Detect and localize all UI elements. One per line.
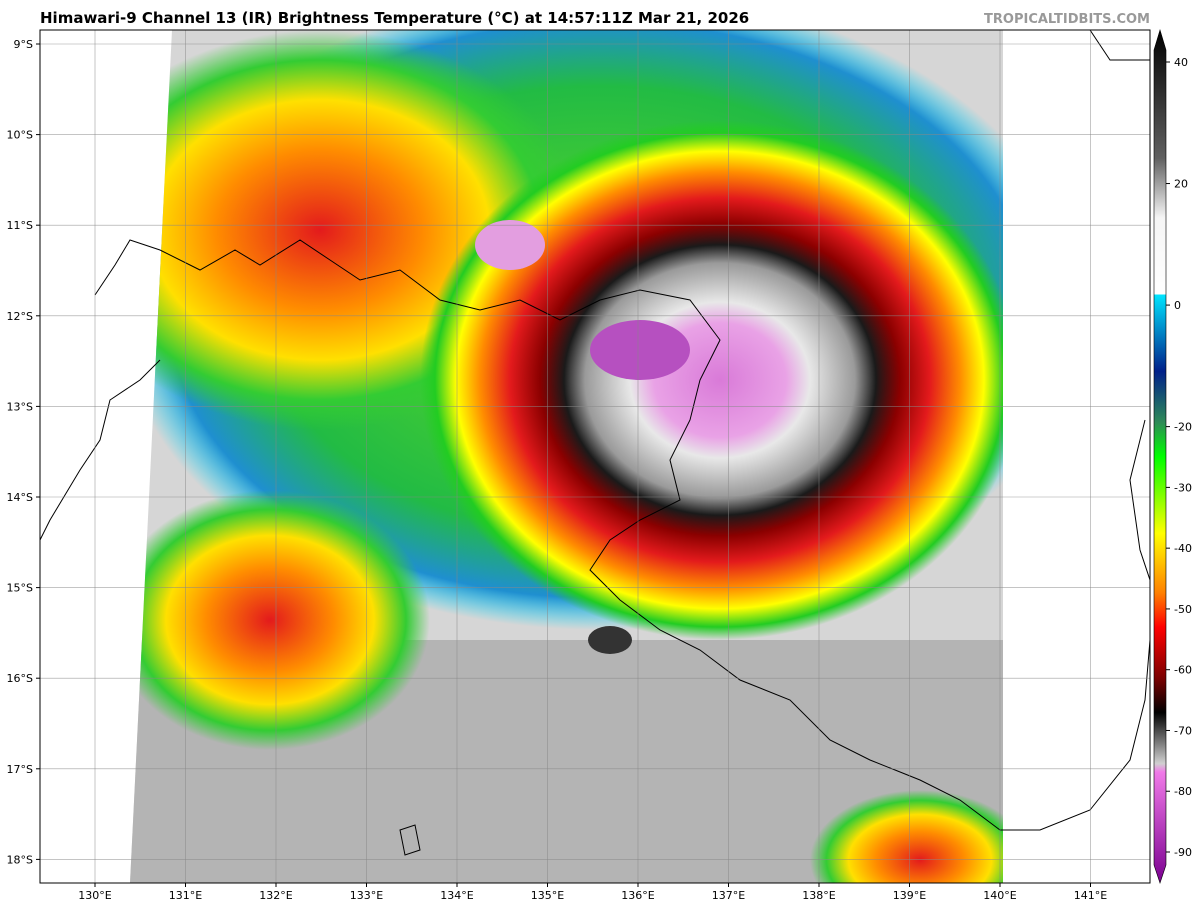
lat-label: 13°S bbox=[7, 400, 33, 413]
lat-label: 9°S bbox=[14, 38, 33, 51]
lon-label: 130°E bbox=[78, 889, 111, 902]
lon-label: 137°E bbox=[712, 889, 745, 902]
colorbar-label: -90 bbox=[1174, 846, 1192, 859]
map-frame bbox=[39, 29, 1151, 884]
lat-label: 10°S bbox=[7, 129, 33, 142]
colorbar-label: 20 bbox=[1174, 178, 1188, 191]
title: Himawari-9 Channel 13 (IR) Brightness Te… bbox=[40, 9, 749, 27]
lat-label: 15°S bbox=[7, 582, 33, 595]
lon-label: 141°E bbox=[1074, 889, 1107, 902]
lon-label: 132°E bbox=[259, 889, 292, 902]
lon-label: 134°E bbox=[440, 889, 473, 902]
lat-label: 18°S bbox=[7, 853, 33, 866]
lon-label: 135°E bbox=[531, 889, 564, 902]
colorbar-label: 0 bbox=[1174, 299, 1181, 312]
lat-label: 16°S bbox=[7, 672, 33, 685]
lon-label: 138°E bbox=[802, 889, 835, 902]
lon-label: 139°E bbox=[893, 889, 926, 902]
lon-label: 140°E bbox=[983, 889, 1016, 902]
colorbar-label: -20 bbox=[1174, 421, 1192, 434]
satellite-imagery bbox=[130, 30, 1003, 883]
lat-label: 12°S bbox=[7, 310, 33, 323]
lon-label: 133°E bbox=[350, 889, 383, 902]
colorbar-label: -60 bbox=[1174, 664, 1192, 677]
lon-label: 131°E bbox=[169, 889, 202, 902]
colorbar-label: -80 bbox=[1174, 785, 1192, 798]
colorbar-label: -40 bbox=[1174, 542, 1192, 555]
colorbar-label: 40 bbox=[1174, 56, 1188, 69]
labels: 9°S 10°S 11°S 12°S 13°S 14°S 15°S 16°S 17°S 18°S 1… bbox=[7, 38, 1192, 902]
lat-label: 14°S bbox=[7, 491, 33, 504]
lat-label: 17°S bbox=[7, 763, 33, 776]
map-area bbox=[40, 30, 1150, 883]
colorbar-label: -50 bbox=[1174, 603, 1192, 616]
colorbar bbox=[1153, 28, 1167, 884]
colorbar-label: -70 bbox=[1174, 724, 1192, 737]
graticule bbox=[40, 30, 1150, 883]
lon-label: 136°E bbox=[621, 889, 654, 902]
colorbar-label: -30 bbox=[1174, 481, 1192, 494]
coastlines bbox=[40, 30, 1150, 856]
watermark: TROPICALTIDBITS.COM bbox=[984, 12, 1150, 27]
lat-label: 11°S bbox=[7, 219, 33, 232]
